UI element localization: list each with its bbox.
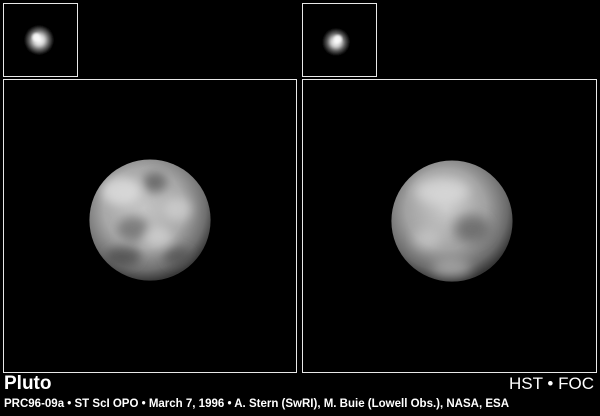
instrument-label: HST • FOC xyxy=(509,374,594,393)
pluto-map-panel-left xyxy=(3,79,297,373)
image-title: Pluto xyxy=(4,373,52,394)
credit-line: PRC96-09a • ST ScI OPO • March 7, 1996 •… xyxy=(4,398,509,410)
raw-image-thumbnail-right xyxy=(302,3,377,77)
pluto-map-panel-right xyxy=(302,79,597,373)
pluto-globe-right xyxy=(391,160,513,282)
raw-pluto-blur-left xyxy=(24,25,54,55)
pluto-globe-left xyxy=(89,159,211,281)
raw-pluto-blur-right xyxy=(322,28,350,56)
raw-image-thumbnail-left xyxy=(3,3,78,77)
